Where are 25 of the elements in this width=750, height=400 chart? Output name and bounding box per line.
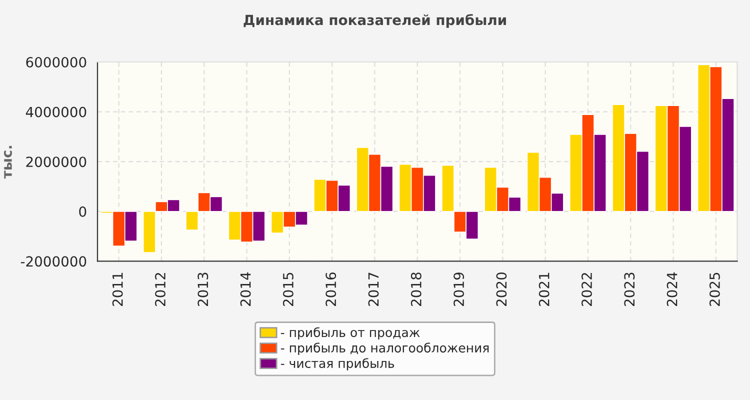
x-tick-label: 2014 (240, 272, 251, 306)
y-tick-label: 0 (79, 206, 86, 217)
x-tick-label: 2015 (282, 272, 294, 306)
legend-label: - прибыль до налогообложения (280, 342, 489, 355)
x-tick-label: 2021 (538, 272, 550, 306)
legend-label: - прибыль от продаж (280, 327, 420, 340)
y-tick-label: -2000000 (20, 256, 86, 267)
x-tick-label: 2016 (326, 272, 336, 306)
x-tick-label: 2011 (112, 272, 123, 306)
x-tick-label: 2017 (368, 272, 379, 306)
x-tick-label: 2025 (709, 272, 720, 306)
x-tick-label: 2022 (582, 273, 592, 306)
y-tick-label: 4000000 (26, 106, 86, 118)
y-axis-title: тыс. (4, 146, 12, 179)
legend-label: - чистая прибыль (280, 358, 394, 370)
x-tick-label: 2023 (624, 272, 635, 306)
x-tick-label: 2012 (155, 273, 166, 306)
x-tick-label: 2018 (410, 272, 422, 306)
y-tick-label: 2000000 (26, 156, 86, 168)
y-tick-label: 6000000 (26, 56, 86, 68)
x-tick-label: 2013 (198, 272, 208, 306)
x-tick-label: 2019 (454, 272, 464, 306)
x-tick-label: 2020 (496, 272, 507, 306)
x-tick-label: 2024 (666, 272, 678, 306)
chart-title: Динамика показателей прибыли (244, 14, 506, 28)
